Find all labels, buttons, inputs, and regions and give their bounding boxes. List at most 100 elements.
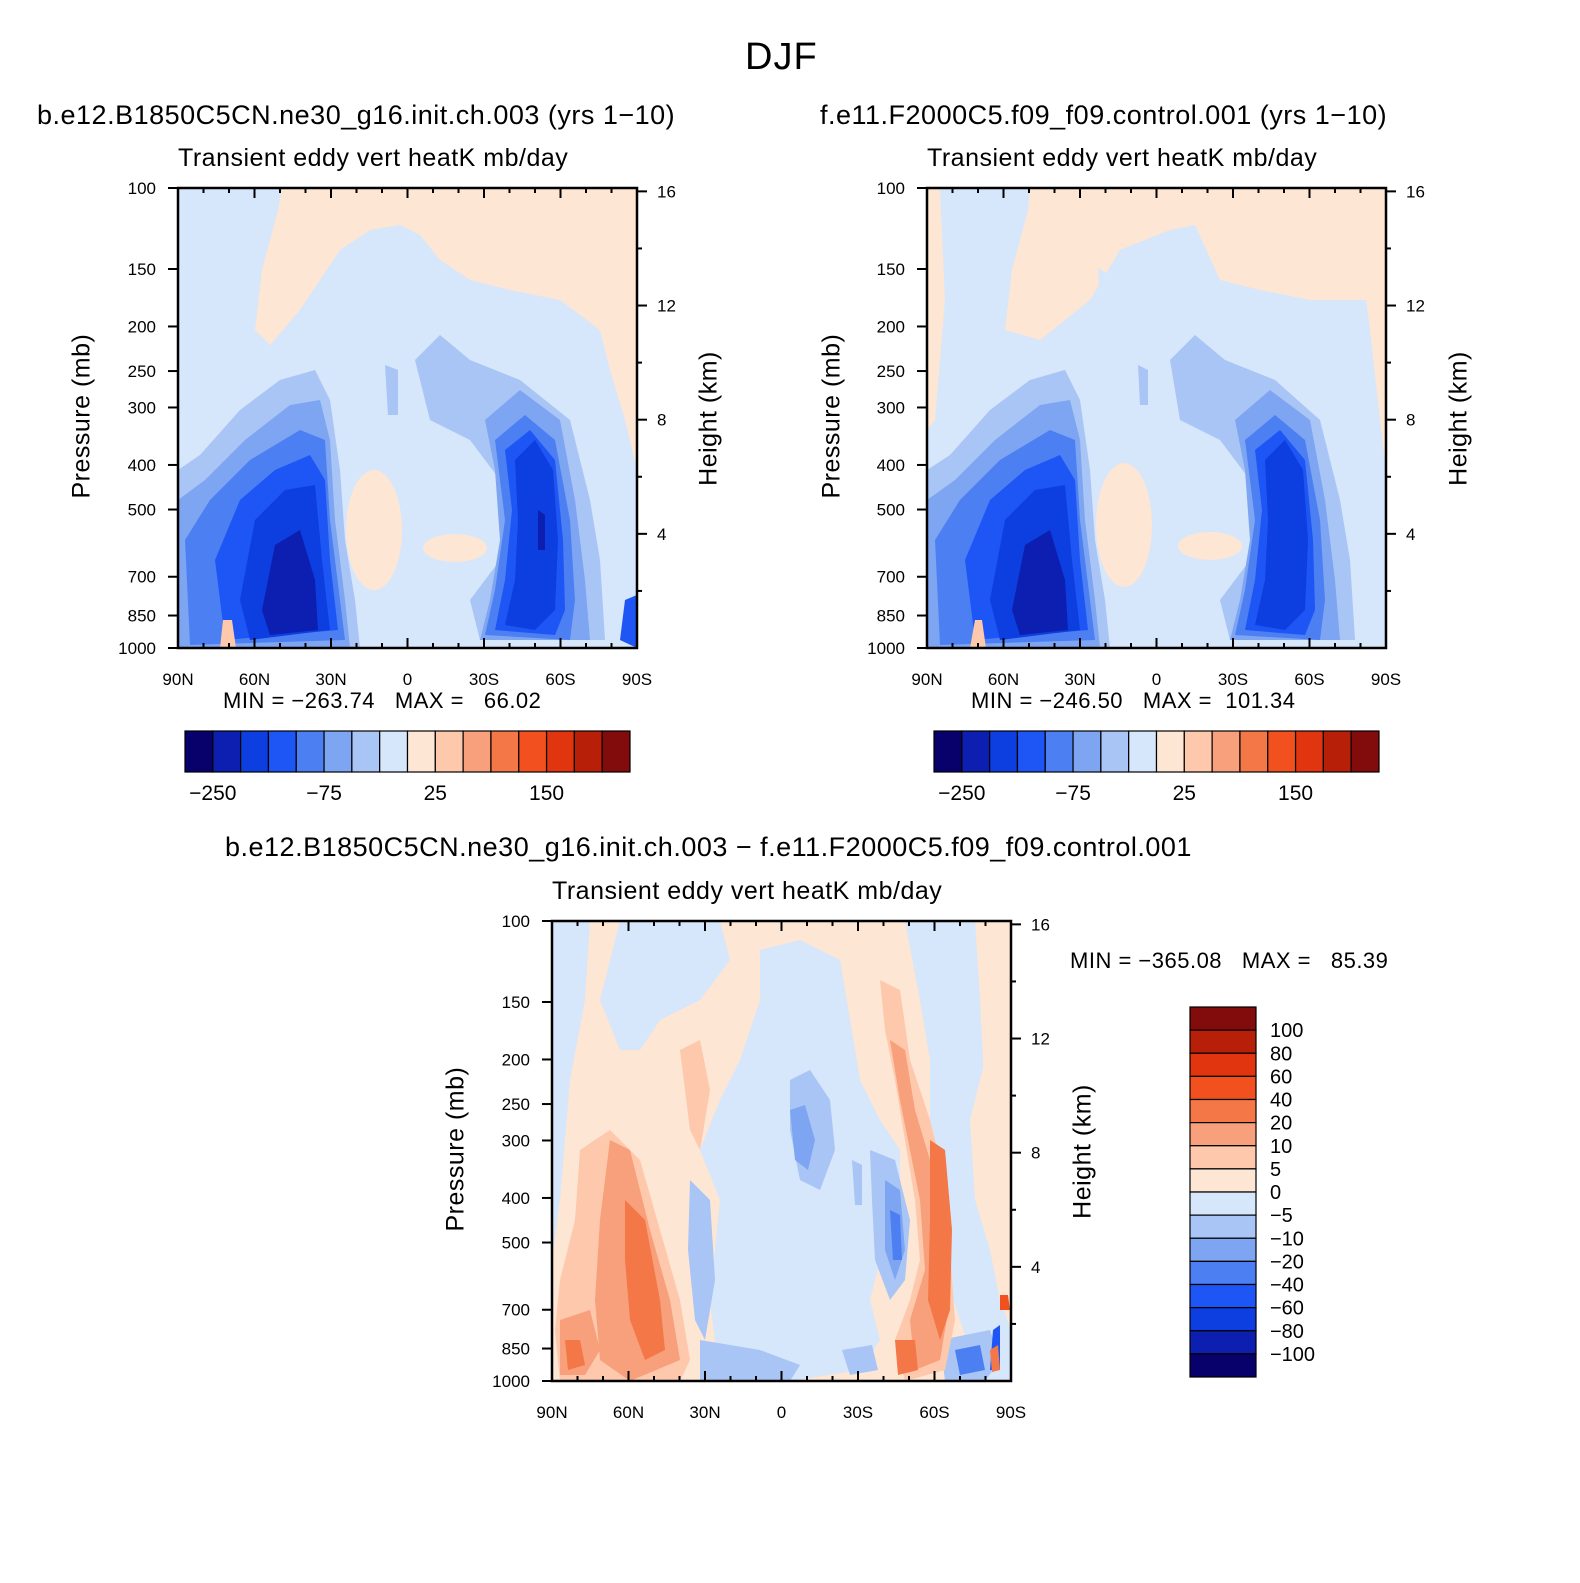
left-panel-subtitle: Transient eddy vert heatK mb/day: [178, 144, 569, 172]
x-tick-label: 90N: [536, 1403, 567, 1422]
colorbar-box: [1189, 1260, 1257, 1286]
y-right-tick-label: 8: [1406, 411, 1415, 430]
colorbar-box: [1350, 730, 1380, 773]
colorbar-label: −40: [1270, 1275, 1304, 1297]
colorbar-box: [601, 730, 631, 773]
colorbar-box: [989, 730, 1019, 773]
colorbar-box: [1189, 1029, 1257, 1054]
x-tick-label: 30N: [1064, 670, 1095, 689]
colorbar-box: [379, 730, 409, 773]
y-tick-label: 250: [877, 362, 905, 381]
colorbar-box: [1189, 1353, 1257, 1378]
y-tick-label: 200: [128, 317, 156, 336]
y-tick-label: 1000: [492, 1372, 530, 1391]
y-tick-label: 850: [502, 1340, 530, 1359]
y-right-tick-label: 12: [657, 297, 676, 316]
colorbar-label: −80: [1270, 1321, 1304, 1343]
colorbar-label: −100: [1270, 1344, 1315, 1366]
y-right-tick-label: 12: [1031, 1030, 1050, 1049]
colorbar-box: [1128, 730, 1158, 773]
colorbar-label: 20: [1270, 1113, 1292, 1135]
y-tick-label: 100: [502, 912, 530, 931]
left-minmax: MIN = −263.74 MAX = 66.02: [223, 688, 542, 713]
y-tick-label: 300: [128, 398, 156, 417]
colorbar-box: [545, 730, 575, 773]
colorbar-label: 0: [1270, 1182, 1281, 1204]
x-tick-label: 90S: [996, 1403, 1026, 1422]
y-tick-label: 500: [877, 501, 905, 520]
colorbar-box: [1016, 730, 1046, 773]
x-tick-label: 0: [1152, 670, 1161, 689]
colorbar-label: 25: [424, 782, 447, 805]
y-tick-label: 250: [128, 362, 156, 381]
figure-title: DJF: [745, 36, 818, 78]
colorbar-box: [961, 730, 991, 773]
colorbar-box: [490, 730, 520, 773]
diff-axis-ticks: 90N 60N 30N 0 30S 60S 90S 100 150 200 250 300 400 500…: [492, 912, 1050, 1422]
colorbar-box: [267, 730, 297, 773]
right-minmax: MIN = −246.50 MAX = 101.34: [971, 688, 1296, 713]
y-tick-label: 400: [128, 456, 156, 475]
colorbar-box: [933, 730, 963, 773]
y-tick-label: 250: [502, 1095, 530, 1114]
x-tick-label: 0: [777, 1403, 786, 1422]
colorbar-box: [184, 730, 214, 773]
colorbar-label: −75: [1055, 782, 1091, 805]
diff-panel-title: b.e12.B1850C5CN.ne30_g16.init.ch.003 − f…: [225, 832, 1192, 862]
x-tick-label: 90S: [622, 670, 652, 689]
x-tick-label: 30S: [1218, 670, 1248, 689]
y-tick-label: 200: [877, 317, 905, 336]
y-tick-label: 700: [877, 568, 905, 587]
y-tick-label: 100: [128, 179, 156, 198]
colorbar-label: −250: [938, 782, 985, 805]
y-tick-label: 1000: [118, 639, 156, 658]
colorbar-label: −5: [1270, 1205, 1293, 1227]
diff-minmax: MIN = −365.08 MAX = 85.39: [1070, 948, 1389, 973]
colorbar-box: [1189, 1006, 1257, 1031]
colorbar-box: [1183, 730, 1213, 773]
colorbar-box: [1189, 1307, 1257, 1332]
colorbar-box: [518, 730, 548, 773]
colorbar-box: [1189, 1237, 1257, 1262]
x-tick-label: 30N: [315, 670, 346, 689]
colorbar-box: [1100, 730, 1130, 773]
diff-plot-area: [552, 921, 1011, 1381]
colorbar-box: [1239, 730, 1269, 773]
colorbar-box: [1072, 730, 1102, 773]
right-axis-ticks: 90N 60N 30N 0 30S 60S 90S 100 150 200 250 300 400 500…: [867, 179, 1425, 689]
colorbar-label: 60: [1270, 1066, 1292, 1088]
colorbar-label: −250: [189, 782, 236, 805]
left-panel-title: b.e12.B1850C5CN.ne30_g16.init.ch.003 (yr…: [37, 100, 676, 130]
colorbar-box: [1189, 1122, 1257, 1147]
colorbar-label: −75: [306, 782, 342, 805]
y-tick-label: 1000: [867, 639, 905, 658]
y-right-tick-label: 16: [657, 182, 676, 201]
x-tick-label: 0: [403, 670, 412, 689]
y-right-tick-label: 16: [1031, 915, 1050, 934]
y-right-tick-label: 16: [1406, 182, 1425, 201]
colorbar-label: −20: [1270, 1251, 1304, 1273]
colorbar-label: 25: [1173, 782, 1196, 805]
colorbar-label: −60: [1270, 1298, 1304, 1320]
colorbar-box: [1189, 1098, 1257, 1124]
left-plot-area: [178, 188, 637, 648]
colorbar-label: 150: [1278, 782, 1313, 805]
y-right-tick-label: 4: [657, 525, 666, 544]
colorbar-label: 100: [1270, 1020, 1303, 1042]
y-right-tick-label: 8: [1031, 1144, 1040, 1163]
x-tick-label: 60S: [919, 1403, 949, 1422]
colorbar-box: [1044, 730, 1074, 773]
right-panel-subtitle: Transient eddy vert heatK mb/day: [927, 144, 1318, 172]
y-right-tick-label: 4: [1031, 1258, 1040, 1277]
colorbar-box: [1189, 1145, 1257, 1170]
y-tick-label: 400: [877, 456, 905, 475]
y-tick-label: 150: [128, 260, 156, 279]
colorbar-box: [323, 730, 353, 773]
y-tick-label: 150: [502, 993, 530, 1012]
y-tick-label: 150: [877, 260, 905, 279]
x-tick-label: 60N: [988, 670, 1019, 689]
y-tick-label: 700: [128, 568, 156, 587]
left-axis-ticks: 90N 60N 30N 0 30S 60S 90S 100 150 200 250 300 400 500…: [118, 179, 676, 689]
colorbar-box: [1294, 730, 1324, 773]
